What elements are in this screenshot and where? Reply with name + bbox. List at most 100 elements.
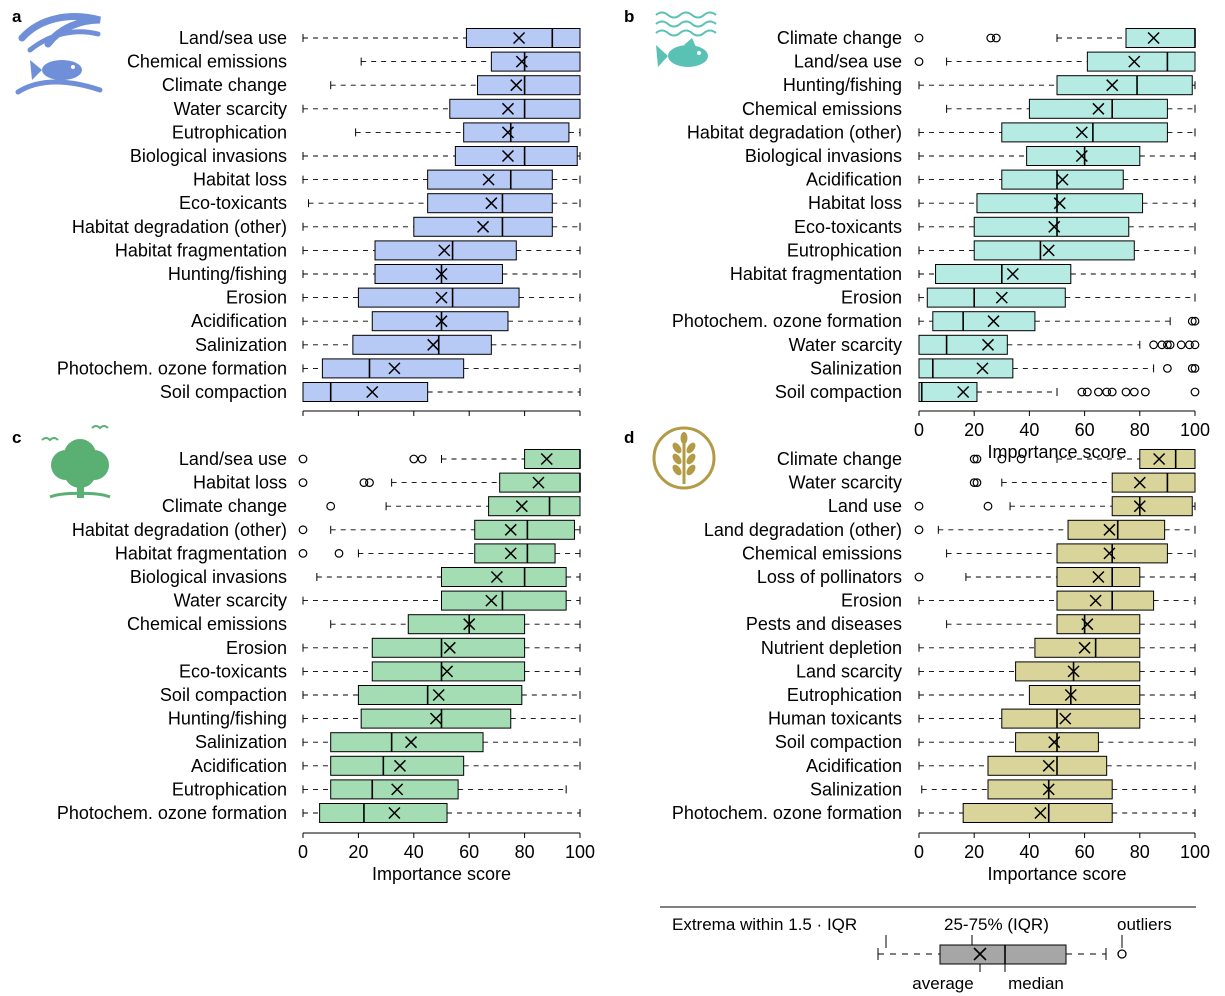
category-label: Loss of pollinators [757, 567, 902, 587]
category-label: Habitat loss [193, 473, 287, 493]
category-label: Habitat degradation (other) [687, 122, 902, 142]
category-label: Climate change [777, 28, 902, 48]
category-label: Hunting/fishing [168, 264, 287, 284]
box-row: Habitat loss [193, 169, 581, 190]
outlier-point [914, 501, 924, 511]
mean-mark [957, 385, 970, 399]
category-label: Acidification [191, 756, 287, 776]
x-tick-label: 100 [1180, 420, 1210, 440]
x-tick-label: 40 [1019, 842, 1039, 862]
category-label: Eutrophication [172, 122, 287, 142]
box-row: Nutrient depletion [761, 637, 1196, 658]
iqr-box [330, 779, 459, 800]
box-row: Biological invasions [745, 146, 1196, 166]
outlier-point [914, 33, 924, 43]
box-row: Acidification [191, 311, 581, 332]
outlier-point [969, 454, 979, 464]
category-label: Chemical emissions [127, 614, 287, 634]
x-tick-label: 0 [914, 420, 924, 440]
outlier-point [997, 454, 1007, 464]
mean-mark [435, 291, 448, 304]
category-label: Biological invasions [745, 146, 902, 166]
outlier-point [1077, 387, 1087, 397]
outlier-point [326, 501, 336, 511]
outlier-point [1190, 316, 1200, 326]
mean-mark [532, 476, 545, 489]
outlier-point [972, 478, 982, 488]
iqr-box [407, 614, 526, 635]
x-tick-label: 0 [298, 842, 308, 862]
mean-mark [1078, 641, 1091, 654]
mean-mark [388, 806, 401, 820]
box-row: Acidification [806, 755, 1196, 776]
box-row: Erosion [226, 287, 581, 308]
category-label: Soil compaction [775, 382, 902, 402]
iqr-box [524, 449, 581, 469]
box-row: Eutrophication [787, 240, 1196, 261]
x-tick-label: 100 [1180, 842, 1210, 862]
mean-mark [388, 362, 401, 375]
x-tick-label: 40 [404, 842, 424, 862]
category-label: Eco-toxicants [179, 661, 287, 681]
box-row: Habitat fragmentation [115, 543, 581, 564]
box-row: Biological invasions [130, 146, 581, 166]
x-tick-label: 40 [1019, 420, 1039, 440]
category-label: Salinization [810, 358, 902, 378]
box-row: Salinization [810, 358, 1200, 379]
mean-mark [477, 220, 490, 233]
iqr-box [973, 216, 1130, 237]
iqr-box [357, 685, 523, 705]
box-row: Pests and diseases [746, 614, 1196, 635]
box-row: Salinization [810, 779, 1196, 800]
mean-mark [485, 594, 498, 607]
outlier-point [1190, 387, 1200, 397]
iqr-box [1001, 708, 1141, 729]
box-row: Human toxicants [768, 708, 1196, 729]
category-label: Water scarcity [789, 473, 902, 493]
category-label: Hunting/fishing [168, 709, 287, 729]
iqr-box [371, 661, 526, 682]
x-tick-label: 0 [914, 842, 924, 862]
iqr-box [490, 51, 581, 72]
box-row: Loss of pollinators [757, 567, 1196, 587]
mean-mark [515, 500, 528, 513]
outlier-point [298, 549, 308, 558]
mean-mark [1059, 712, 1072, 725]
box-row: Acidification [806, 169, 1196, 190]
iqr-box [987, 755, 1108, 776]
mean-mark [1048, 736, 1061, 749]
category-label: Climate change [162, 496, 287, 516]
box-row: Photochem. ozone formation [57, 358, 581, 379]
outlier-point [1190, 364, 1200, 373]
mean-mark [432, 688, 445, 702]
category-label: Land scarcity [796, 661, 902, 681]
category-label: Photochem. ozone formation [57, 358, 287, 378]
tree-birds-icon [41, 425, 111, 499]
outlier-point [365, 478, 374, 488]
iqr-box [463, 122, 570, 143]
box-row: Water scarcity [174, 98, 581, 119]
iqr-box [499, 472, 581, 493]
legend-average-mark [973, 947, 987, 961]
mean-mark [435, 315, 448, 328]
iqr-box [441, 590, 567, 611]
mean-mark [1042, 759, 1055, 772]
box-row: Climate change [162, 75, 581, 96]
category-label: Salinization [810, 779, 902, 799]
outlier-point [1176, 340, 1186, 350]
category-label: Nutrient depletion [761, 638, 902, 658]
mean-mark [501, 149, 515, 163]
outlier-point [1107, 387, 1117, 397]
iqr-box [1015, 661, 1141, 682]
category-label: Habitat fragmentation [730, 264, 902, 284]
category-label: Chemical emissions [127, 52, 287, 72]
category-label: Habitat degradation (other) [72, 217, 287, 237]
iqr-box [319, 803, 448, 823]
mean-mark [504, 547, 517, 560]
category-label: Eutrophication [787, 240, 902, 260]
outlier-point [972, 454, 982, 464]
mean-mark [391, 783, 404, 796]
outlier-point [1121, 387, 1131, 397]
mean-mark [1075, 126, 1088, 139]
outlier-point [986, 33, 996, 43]
